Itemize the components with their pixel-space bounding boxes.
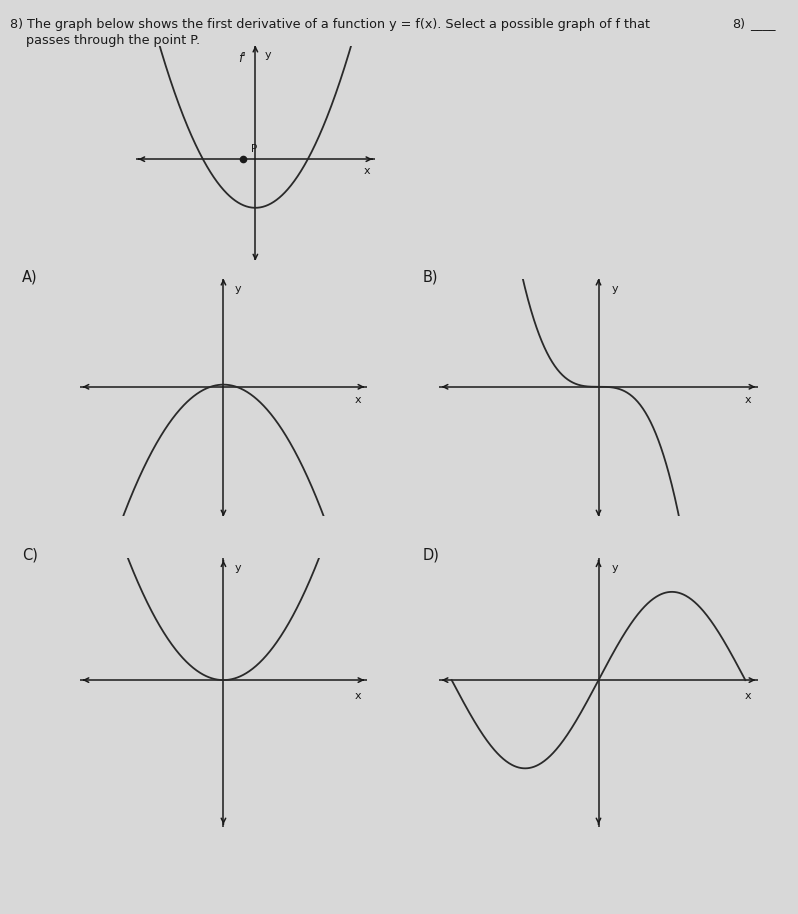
Text: y: y xyxy=(235,283,242,293)
Text: 8): 8) xyxy=(733,18,745,31)
Text: f': f' xyxy=(239,52,247,65)
Text: ____: ____ xyxy=(750,18,776,31)
Text: x: x xyxy=(745,396,752,406)
Text: y: y xyxy=(265,50,271,60)
Text: 8) The graph below shows the first derivative of a function y = f(x). Select a p: 8) The graph below shows the first deriv… xyxy=(10,18,650,31)
Text: P: P xyxy=(251,144,257,154)
Text: y: y xyxy=(611,283,618,293)
Text: y: y xyxy=(611,563,618,573)
Text: D): D) xyxy=(423,547,440,562)
Text: x: x xyxy=(354,396,361,406)
Text: C): C) xyxy=(22,547,38,562)
Text: B): B) xyxy=(423,270,438,284)
Text: A): A) xyxy=(22,270,38,284)
Text: x: x xyxy=(354,691,361,701)
Text: x: x xyxy=(745,691,752,701)
Text: y: y xyxy=(235,563,242,573)
Text: x: x xyxy=(364,166,370,176)
Text: passes through the point P.: passes through the point P. xyxy=(10,34,199,47)
